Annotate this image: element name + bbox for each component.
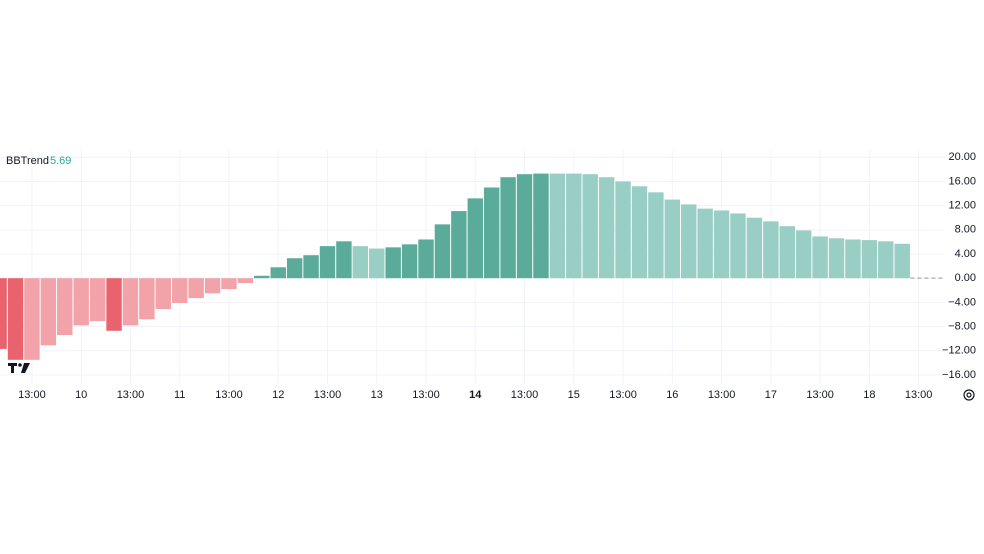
bar [451,211,467,279]
bar [615,181,631,279]
x-tick-label: 13 [371,389,383,401]
bar [533,173,549,279]
legend-value: 5.69 [50,155,71,167]
x-tick-label: 12 [272,389,284,401]
y-tick-label: −16.00 [942,369,976,381]
bar [878,241,894,279]
bar [122,278,139,326]
logo [8,363,30,373]
y-tick-label: 20.00 [948,151,976,163]
settings-icon[interactable] [963,389,975,401]
x-tick-label: 18 [863,389,875,401]
x-tick-label: 11 [174,389,185,401]
bar [303,255,319,279]
bar [40,278,57,346]
bar [648,192,664,279]
bar [730,213,746,279]
y-tick-label: 12.00 [948,200,976,212]
x-tick-label: 13:00 [609,389,637,401]
x-tick-label: 13:00 [215,389,243,401]
bar [681,204,697,279]
y-tick-label: 0.00 [955,272,976,284]
bar [0,278,7,349]
bar [139,278,155,320]
bar [24,278,40,360]
bar [89,278,106,322]
x-tick-label: 14 [469,389,482,401]
y-tick-label: −12.00 [942,345,976,357]
x-tick-label: 13:00 [806,389,834,401]
bar [713,210,730,279]
bar [106,278,122,331]
bar [155,278,172,310]
bar [779,226,795,279]
x-tick-label: 16 [666,389,678,401]
bar [237,278,254,284]
bar [549,173,566,279]
x-tick-label: 10 [75,389,87,401]
bar [566,173,582,279]
bar [254,275,270,279]
bar [516,174,533,279]
bar [812,236,828,279]
bar [221,278,237,290]
y-tick-label: −4.00 [948,296,976,308]
bar [763,221,779,279]
x-tick-label: 17 [765,389,777,401]
bar [270,267,286,279]
x-tick-label: 13:00 [708,389,736,401]
y-tick-label: 4.00 [955,248,976,260]
bar [697,208,713,279]
bar [582,174,598,279]
x-tick-label: 15 [568,389,580,401]
bar [336,241,352,279]
legend-name: BBTrend [6,155,49,167]
bar [172,278,188,303]
bar [664,199,681,279]
bar [434,224,451,279]
bar [418,239,434,279]
bar [746,217,763,279]
bar [467,198,483,279]
x-tick-label: 13:00 [511,389,539,401]
bar [631,186,648,279]
bar [369,248,385,279]
x-tick-label: 13:00 [412,389,440,401]
bar [319,246,336,279]
bar [598,177,615,279]
bar [861,240,878,279]
bar [188,278,204,299]
y-tick-label: 16.00 [948,175,976,187]
bar [385,247,401,279]
x-tick-label: 13:00 [905,389,933,401]
bar [7,278,24,360]
bar [894,243,910,279]
bar [845,239,861,279]
x-tick-label: 13:00 [314,389,342,401]
bar [204,278,221,294]
bar [795,230,812,279]
bar [500,177,516,279]
y-tick-label: 8.00 [955,224,976,236]
bar [401,244,418,279]
bar [483,187,500,279]
x-tick-label: 13:00 [117,389,145,401]
y-tick-label: −8.00 [948,320,976,332]
bar [286,258,303,279]
bar [73,278,89,326]
bar [828,238,845,279]
bar [57,278,73,336]
bar [352,246,369,279]
bars [0,173,910,360]
x-tick-label: 13:00 [18,389,46,401]
